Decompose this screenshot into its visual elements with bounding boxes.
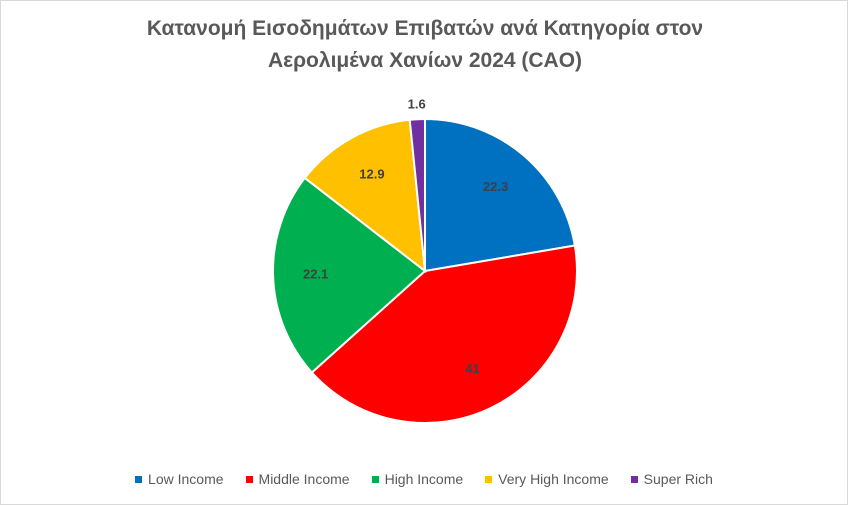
chart-title: Κατανομή Εισοδημάτων Επιβατών ανά Κατηγο… [146, 17, 704, 72]
legend-item: Super Rich [630, 471, 713, 487]
legend-swatch [135, 475, 143, 483]
legend-item: Very High Income [485, 471, 609, 487]
data-label: 22.1 [303, 266, 328, 281]
data-label: 22.3 [483, 179, 508, 194]
legend-label: Middle Income [258, 471, 350, 487]
legend-label: High Income [384, 471, 464, 487]
legend-swatch [485, 475, 493, 483]
legend-label: Super Rich [643, 471, 713, 487]
legend-label: Very High Income [498, 471, 609, 487]
legend-swatch [371, 475, 379, 483]
legend-item: Low Income [135, 471, 224, 487]
pie-slice [272, 176, 427, 374]
pie-slice [310, 244, 578, 424]
data-label: 1.6 [408, 97, 426, 112]
pie-slice [303, 118, 427, 274]
pie-slice [424, 117, 577, 273]
pie-slice [408, 117, 426, 272]
legend: Low Income Middle Income High Income Very H… [1, 471, 847, 487]
legend-swatch [630, 475, 638, 483]
legend-swatch [245, 475, 253, 483]
legend-item: High Income [371, 471, 464, 487]
legend-label: Low Income [148, 471, 224, 487]
data-label: 41 [465, 361, 479, 376]
data-label: 12.9 [359, 167, 384, 182]
legend-item: Middle Income [245, 471, 350, 487]
